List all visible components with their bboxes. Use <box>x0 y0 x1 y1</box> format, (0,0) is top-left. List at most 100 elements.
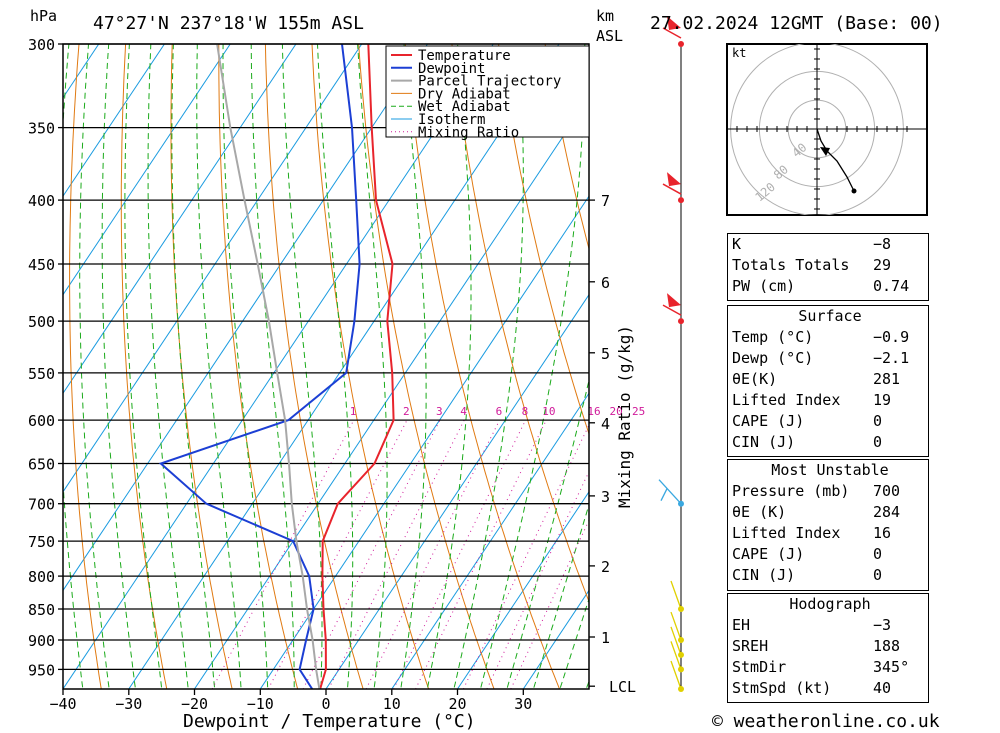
stat-value: −0.9 <box>873 328 910 346</box>
stat-row: Lifted Index 16 <box>728 523 928 544</box>
mixing-ratio-value-label: 10 <box>542 405 555 418</box>
stat-value: −8 <box>873 235 892 253</box>
pressure-tick-label: 300 <box>28 36 55 54</box>
surface-title: Surface <box>798 307 862 325</box>
wet-adiabat-line <box>101 44 136 689</box>
height-tick-label: 2 <box>601 558 610 576</box>
wet-adiabat-line <box>357 44 388 689</box>
stat-row: CAPE (J) 0 <box>728 544 928 565</box>
location-title: 47°27'N 237°18'W 155m ASL <box>93 13 364 34</box>
height-tick-label: 1 <box>601 629 610 647</box>
wind-barb <box>662 293 682 316</box>
barb-pennant <box>667 16 681 30</box>
stat-label: SREH <box>732 637 769 655</box>
stat-value: 0 <box>873 412 883 430</box>
mixing-ratio-line <box>328 419 465 689</box>
pressure-tick-label: 800 <box>28 568 55 586</box>
barb-feather <box>660 488 668 501</box>
height-tick-label: 4 <box>601 415 610 433</box>
wet-adiabat-line <box>559 597 589 689</box>
mixing-ratio-value-label: 2 <box>403 405 410 418</box>
wet-adiabat-line <box>281 44 323 689</box>
wind-level-marker <box>678 666 684 673</box>
isotherm-line <box>325 293 589 689</box>
legend-label: Isotherm <box>418 112 485 128</box>
wind-barb <box>662 16 682 39</box>
barb-shaft <box>658 479 682 505</box>
wind-barb <box>670 580 682 610</box>
stat-value: 345° <box>873 658 910 676</box>
series-parcel-trajectory <box>216 44 321 689</box>
stat-row: PW (cm) 0.74 <box>728 276 928 297</box>
wind-barb <box>670 626 682 656</box>
barb-shaft <box>670 626 682 656</box>
barb-feather <box>662 304 682 316</box>
stat-row: K −8 <box>728 234 928 255</box>
stat-row: Totals Totals 29 <box>728 255 928 276</box>
wind-barb <box>662 172 682 195</box>
height-tick-label: 6 <box>601 274 610 292</box>
pressure-tick-label: 700 <box>28 496 55 514</box>
dry-adiabat-line <box>120 44 168 689</box>
pressure-tick-label: 650 <box>28 456 55 474</box>
isotherm-line <box>0 7 58 698</box>
stat-row: SREH 188 <box>728 636 928 657</box>
wet-adiabat-line <box>171 44 216 689</box>
stat-row: StmSpd (kt) 40 <box>728 678 928 699</box>
wind-barb <box>670 611 682 641</box>
temperature-tick-label: −40 <box>49 695 76 713</box>
mixing-ratio-value-label: 20 <box>610 405 623 418</box>
dry-adiabat-line <box>951 7 1000 698</box>
stat-label: θE(K) <box>732 370 778 388</box>
stat-value: 284 <box>873 503 901 521</box>
datetime-title: 27.02.2024 12GMT (Base: 00) <box>650 13 943 34</box>
dry-adiabat-line <box>996 7 1000 698</box>
height-tick-label: LCL <box>609 678 636 696</box>
pressure-tick-label: 850 <box>28 601 55 619</box>
pressure-tick-label: 550 <box>28 365 55 383</box>
barb-pennant <box>667 172 681 187</box>
legend-label: Parcel Trajectory <box>418 74 561 90</box>
stat-value: 29 <box>873 256 892 274</box>
copyright-text: © weatheronline.co.uk <box>712 711 940 732</box>
stat-row: Lifted Index 19 <box>728 390 928 411</box>
stat-row: θE (K) 284 <box>728 502 928 523</box>
stat-label: Lifted Index <box>732 524 841 542</box>
height-tick-label: 7 <box>601 192 610 210</box>
legend-box <box>385 45 590 138</box>
wind-barb <box>670 660 682 690</box>
wind-barbs <box>658 16 684 692</box>
stat-value: 188 <box>873 637 901 655</box>
stat-label: Dewp (°C) <box>732 349 814 367</box>
temperature-tick-label: −30 <box>115 695 142 713</box>
stat-value: 281 <box>873 370 901 388</box>
isotherm-line <box>63 44 297 395</box>
asl-unit-label: ASL <box>596 27 623 45</box>
isotherm-line <box>63 44 231 296</box>
mixing-ratio-value-label: 25 <box>632 405 645 418</box>
barb-shaft <box>670 580 682 610</box>
mixing-ratio-value-label: 16 <box>587 405 600 418</box>
series-dewpoint <box>158 44 361 689</box>
stat-value: −2.1 <box>873 349 910 367</box>
stat-row: Pressure (mb) 700 <box>728 481 928 502</box>
mixing-ratio-line <box>365 419 501 689</box>
mixing-ratio-line <box>486 470 589 689</box>
wet-adiabat-line <box>124 44 163 689</box>
barb-shaft <box>670 641 682 670</box>
stat-value: −3 <box>873 616 892 634</box>
stat-row: CAPE (J) 0 <box>728 411 928 432</box>
stat-label: θE (K) <box>732 503 787 521</box>
pressure-tick-label: 600 <box>28 412 55 430</box>
wet-adiabat-line <box>400 44 427 689</box>
isotherm-line <box>63 44 100 99</box>
stat-value: 0 <box>873 433 883 451</box>
pressure-tick-label: 350 <box>28 120 55 138</box>
mixing-ratio-value-label: 6 <box>496 405 503 418</box>
barb-shaft <box>670 660 682 690</box>
temperature-tick-label: 30 <box>514 695 532 713</box>
stat-value: 40 <box>873 679 892 697</box>
wind-level-marker <box>678 318 684 325</box>
mixing-ratio-line <box>393 419 527 689</box>
